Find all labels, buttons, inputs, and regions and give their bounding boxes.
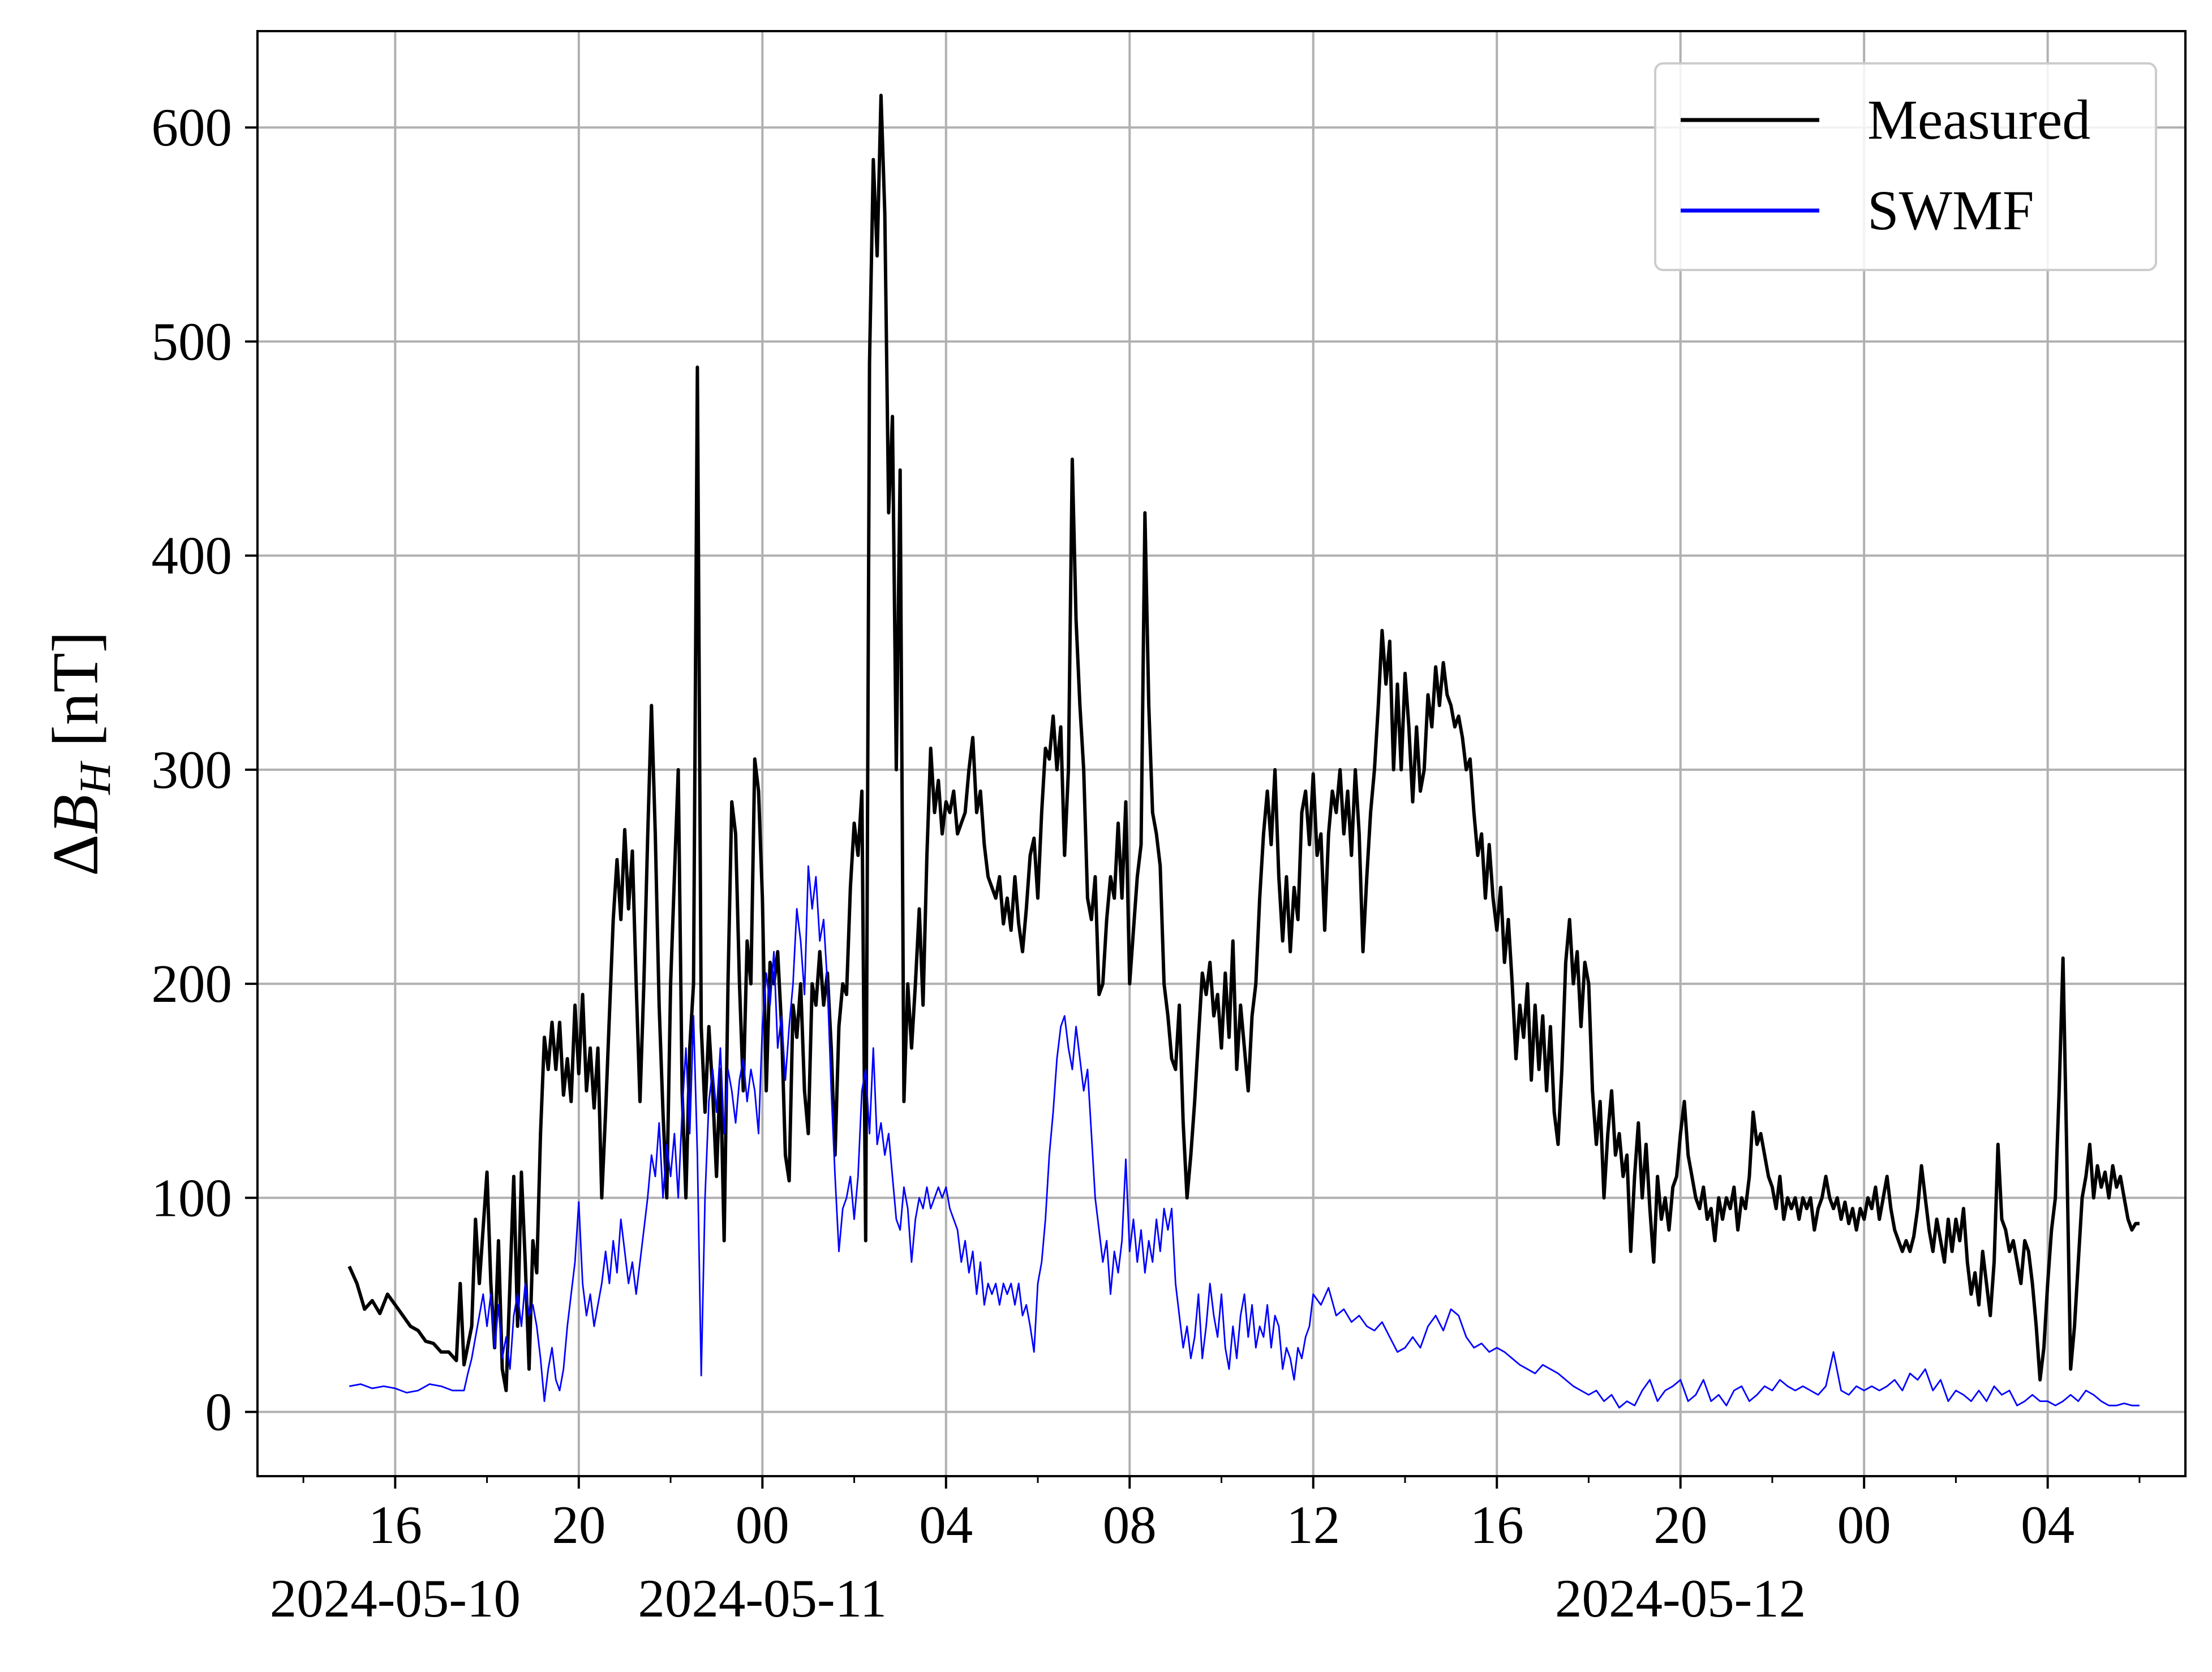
legend: Measured SWMF	[1654, 62, 2157, 271]
grid	[257, 31, 2185, 1476]
y-tick-label: 300	[152, 740, 233, 800]
x-tick-label: 20	[1653, 1495, 1707, 1555]
x-tick-label: 04	[919, 1495, 973, 1555]
y-tick-label: 100	[152, 1168, 233, 1228]
legend-box	[1654, 62, 2157, 271]
y-tick-label: 0	[205, 1382, 233, 1442]
x-tick-label: 12	[1286, 1495, 1340, 1555]
x-tick-label: 00	[736, 1495, 789, 1555]
x-tick-label: 00	[1837, 1495, 1891, 1555]
x-date-label: 2024-05-12	[1555, 1568, 1806, 1628]
y-label-delta: Δ	[40, 834, 111, 876]
series-line-measured	[347, 93, 2140, 1392]
y-axis-label: ΔBH [nT]	[40, 631, 119, 876]
x-date-label: 2024-05-10	[270, 1568, 521, 1628]
y-tick-label: 500	[152, 311, 233, 371]
x-tick-label: 04	[2021, 1495, 2074, 1555]
x-tick-label: 08	[1103, 1495, 1157, 1555]
y-tick-label: 400	[152, 526, 233, 586]
series-line-swmf	[349, 865, 2140, 1409]
legend-label-measured: Measured	[1867, 88, 2090, 151]
y-label-unit: [nT]	[40, 631, 111, 747]
x-tick-label: 16	[368, 1495, 422, 1555]
x-tick-label: 16	[1470, 1495, 1524, 1555]
axes: 0 100 200 300 400 500 600 16 2024-05-10 20 00 2024-…	[152, 97, 2141, 1628]
y-tick-label: 600	[152, 97, 233, 157]
y-label-symbol: B	[40, 795, 111, 834]
plot-series	[347, 93, 2140, 1409]
x-tick-label: 20	[552, 1495, 605, 1555]
x-date-label: 2024-05-11	[638, 1568, 887, 1628]
y-label-subscript: H	[70, 761, 119, 795]
y-tick-label: 200	[152, 954, 233, 1014]
legend-label-swmf: SWMF	[1867, 179, 2034, 242]
